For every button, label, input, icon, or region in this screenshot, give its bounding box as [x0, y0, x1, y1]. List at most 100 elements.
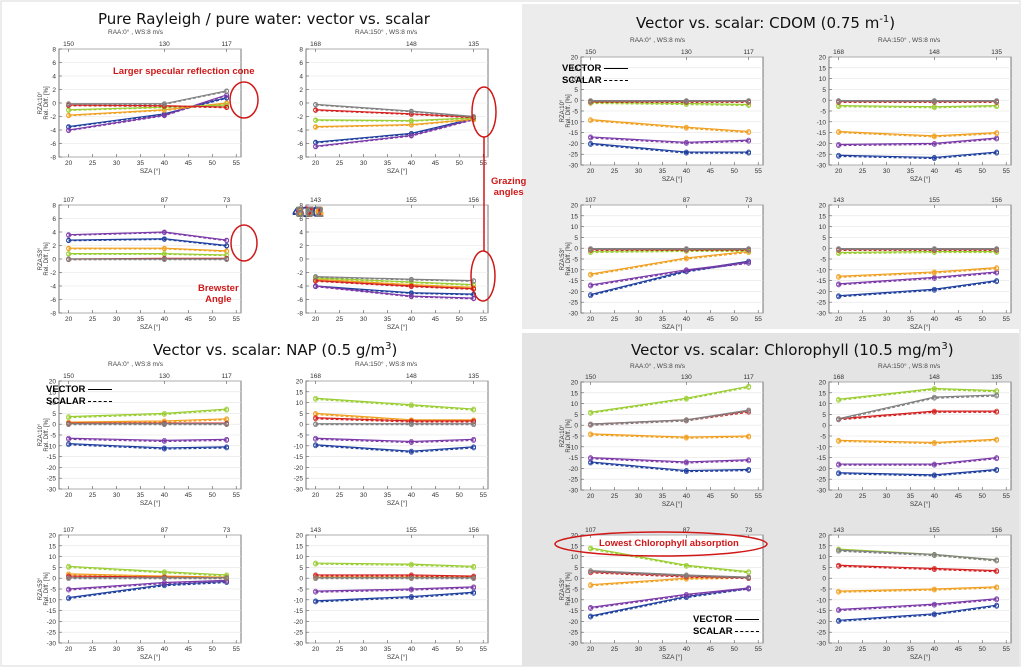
- vector-data-point: [931, 461, 937, 467]
- x-tick-label: 45: [707, 168, 715, 175]
- y-tick-label: 20: [571, 533, 579, 540]
- scalar-series-line: [315, 119, 474, 128]
- scalar-series-line: [68, 580, 227, 591]
- vector-data-point: [588, 409, 593, 415]
- band-label-671: 671: [295, 205, 325, 221]
- y-axis-label: RZA:53°: [38, 247, 44, 270]
- vector-data-point: [683, 572, 689, 578]
- y-tick-label: -15: [569, 455, 579, 462]
- vector-data-point: [588, 282, 593, 288]
- top-tick-label: 155: [929, 197, 940, 204]
- y-tick-label: 15: [819, 543, 827, 550]
- vector-data-point: [931, 440, 937, 445]
- vector-data-point: [683, 592, 689, 597]
- y-tick-label: -25: [294, 476, 304, 483]
- vector-series-line: [315, 117, 474, 122]
- vector-data-point: [836, 437, 841, 443]
- y-tick-label: -5: [820, 587, 826, 594]
- top-tick-label: 107: [63, 197, 74, 204]
- vector-data-point: [836, 617, 841, 623]
- y-tick-label: -10: [817, 267, 827, 274]
- legend-scalar-label: SCALAR: [693, 626, 733, 637]
- y-tick-label: -6: [297, 297, 303, 304]
- vector-data-point: [408, 118, 414, 123]
- vector-data-point: [313, 442, 318, 448]
- vector-data-point: [683, 562, 689, 568]
- vector-data-point: [313, 435, 318, 441]
- x-tick-label: 30: [113, 160, 121, 167]
- vector-series-line: [68, 238, 227, 247]
- scalar-series-line: [838, 411, 997, 421]
- x-tick-label: 30: [883, 316, 891, 323]
- y-tick-label: -2: [297, 114, 303, 121]
- subtitle-raa0: RAA:0° , WS:8 m/s: [630, 363, 685, 370]
- vector-data-point: [994, 455, 1000, 460]
- y-axis-label: Rel. Diff. [%]: [44, 86, 50, 120]
- vector-data-point: [931, 601, 937, 607]
- vector-data-point: [161, 101, 167, 107]
- vector-series-line: [68, 252, 227, 256]
- x-tick-label: 35: [659, 646, 667, 653]
- top-tick-label: 130: [159, 373, 170, 380]
- y-tick-label: 20: [571, 380, 579, 387]
- vector-series-line: [590, 433, 749, 438]
- y-axis-label: RZA:53°: [560, 247, 566, 270]
- x-tick-label: 35: [659, 316, 667, 323]
- x-tick-label: 45: [185, 492, 193, 499]
- vector-series-line: [590, 409, 749, 425]
- vector-data-point: [683, 139, 689, 145]
- x-tick-label: 45: [955, 646, 963, 653]
- y-tick-label: 0: [52, 422, 56, 429]
- scalar-series-line: [68, 409, 227, 419]
- y-tick-label: 0: [299, 257, 303, 264]
- y-tick-label: -30: [569, 311, 579, 318]
- y-tick-label: 15: [819, 213, 827, 220]
- x-axis-label: SZA [°]: [910, 500, 930, 508]
- y-tick-label: 0: [822, 246, 826, 253]
- y-tick-label: -4: [297, 128, 303, 135]
- y-tick-label: 4: [52, 230, 56, 237]
- x-tick-label: 30: [360, 646, 368, 653]
- vector-series-line: [315, 574, 474, 577]
- x-tick-label: 55: [1003, 646, 1011, 653]
- y-tick-label: 10: [819, 401, 827, 408]
- y-tick-label: 5: [822, 235, 826, 242]
- vector-data-point: [994, 557, 1000, 563]
- vector-data-point: [588, 292, 593, 298]
- vector-data-point: [588, 431, 593, 437]
- vector-data-point: [224, 256, 230, 262]
- x-tick-label: 30: [113, 492, 121, 499]
- x-tick-label: 45: [707, 316, 715, 323]
- chart-panel: -30 -25 -20 -15 -10 -5 0 5 10 15 20 20 25 30 35 40 45 50 5…: [38, 373, 242, 507]
- scalar-series-line: [590, 137, 749, 145]
- scalar-series-line: [315, 438, 474, 444]
- title-text: Vector vs. scalar: Chlorophyll (10.5 mg/…: [631, 341, 942, 359]
- vector-data-point: [746, 407, 752, 413]
- vector-series-line: [838, 387, 997, 400]
- y-tick-label: -25: [47, 630, 57, 637]
- vector-series-line: [68, 247, 227, 252]
- vector-data-point: [994, 392, 1000, 398]
- subtitle-raa150: RAA:150° , WS:8 m/s: [355, 29, 418, 36]
- x-tick-label: 30: [635, 493, 643, 500]
- y-tick-label: -2: [50, 270, 56, 277]
- title-close: ): [947, 341, 954, 359]
- y-tick-label: 6: [299, 60, 303, 67]
- scalar-series-line: [315, 119, 474, 148]
- y-tick-label: 10: [819, 554, 827, 561]
- vector-data-point: [931, 611, 937, 617]
- vector-data-point: [66, 563, 71, 569]
- y-tick-label: 15: [819, 390, 827, 397]
- vector-series-line: [838, 410, 997, 420]
- y-tick-label: 15: [571, 65, 579, 72]
- y-tick-label: -10: [569, 444, 579, 451]
- title-superscript: 3: [385, 341, 392, 352]
- scalar-series-line: [838, 599, 997, 612]
- vector-data-point: [66, 586, 71, 592]
- line-style-legend: VECTOR SCALAR: [46, 384, 113, 408]
- vector-data-point: [588, 455, 593, 460]
- x-tick-label: 45: [432, 316, 440, 323]
- vector-data-point: [683, 267, 689, 273]
- y-tick-label: 20: [296, 379, 304, 386]
